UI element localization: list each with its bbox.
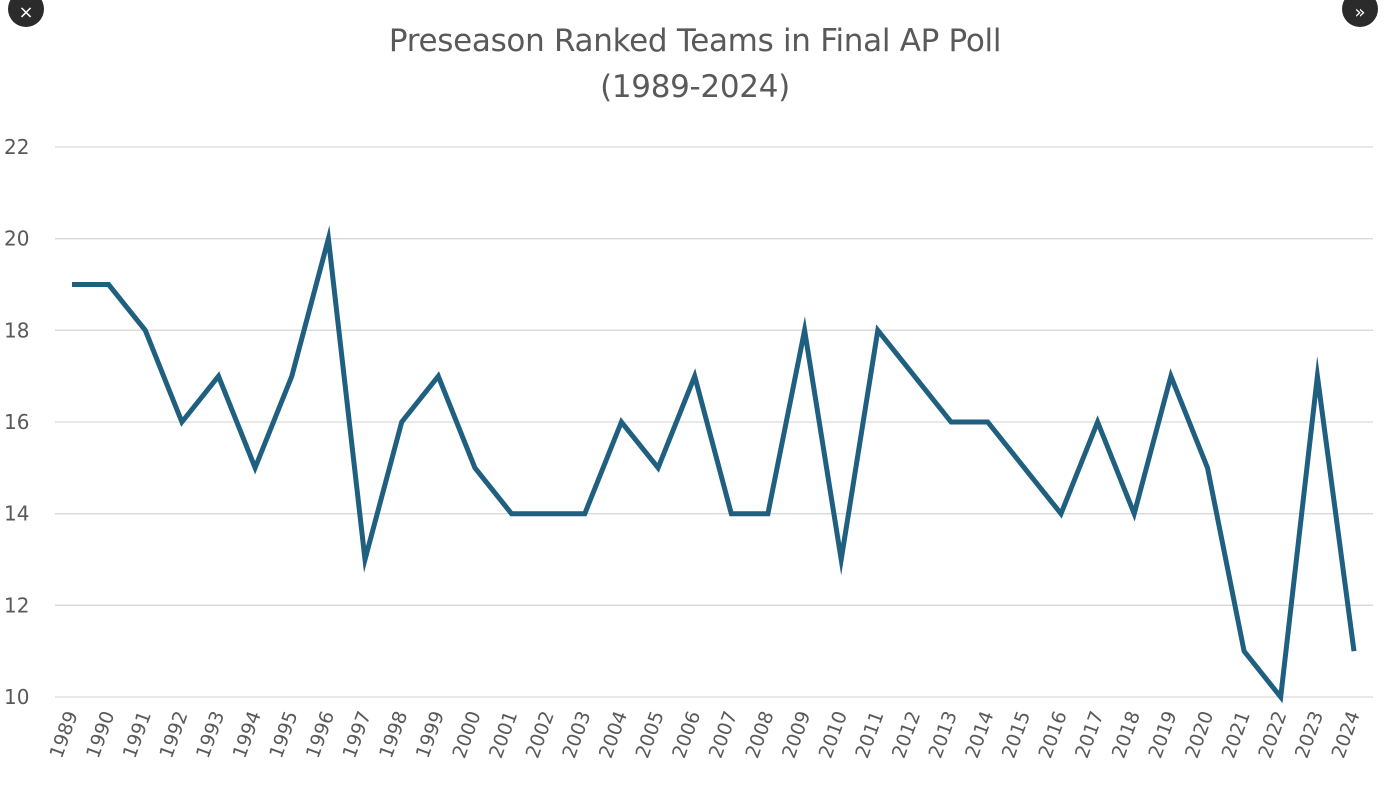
x-tick-label: 2003: [558, 708, 595, 761]
x-tick-label: 2009: [778, 708, 815, 761]
x-tick-label: 2004: [595, 708, 632, 761]
x-tick-label: 1992: [155, 708, 192, 761]
y-tick-label: 16: [4, 410, 29, 434]
x-tick-label: 1989: [45, 708, 82, 761]
x-tick-label: 2000: [448, 708, 485, 761]
y-tick-label: 12: [4, 593, 29, 617]
x-tick-label: 2012: [888, 708, 925, 761]
x-tick-label: 2010: [815, 708, 852, 761]
chart-title-block: Preseason Ranked Teams in Final AP Poll …: [0, 18, 1390, 110]
x-tick-label: 1995: [265, 708, 302, 761]
x-tick-label: 2007: [705, 708, 742, 761]
x-tick-label: 2016: [1034, 708, 1071, 761]
series-layer: [72, 225, 1357, 704]
x-tick-label: 1991: [119, 708, 156, 761]
x-tick-label: 2023: [1291, 708, 1328, 761]
x-tick-label: 2013: [925, 708, 962, 761]
x-tick-label: 1993: [192, 708, 229, 761]
y-tick-label: 14: [4, 502, 29, 526]
y-axis-tick-labels: 10 12 14 16 18 20 22: [4, 135, 29, 709]
close-button[interactable]: ×: [8, 0, 44, 27]
x-tick-label: 2001: [485, 708, 522, 761]
x-axis-tick-labels: 1989 1990 1991 1992 1993 1994 1995 1996 1997 1998…: [45, 708, 1364, 761]
x-tick-label: 2019: [1144, 708, 1181, 761]
x-tick-label: 1994: [229, 708, 266, 761]
y-tick-label: 20: [4, 227, 29, 251]
next-button[interactable]: »: [1342, 0, 1378, 27]
x-tick-label: 2017: [1071, 708, 1108, 761]
x-tick-label: 2005: [632, 708, 669, 761]
close-icon: ×: [18, 1, 34, 23]
x-tick-label: 1997: [339, 708, 376, 761]
x-tick-label: 2020: [1181, 708, 1218, 761]
x-tick-label: 2018: [1108, 708, 1145, 761]
series-line: [72, 225, 1357, 704]
x-tick-label: 2021: [1218, 708, 1255, 761]
x-tick-label: 2024: [1327, 708, 1364, 761]
chart-title: Preseason Ranked Teams in Final AP Poll: [388, 23, 1002, 59]
x-tick-label: 2008: [741, 708, 778, 761]
x-tick-label: 1998: [375, 708, 412, 761]
y-tick-label: 10: [4, 685, 29, 709]
x-tick-label: 2015: [998, 708, 1035, 761]
x-tick-label: 1990: [82, 708, 119, 761]
x-tick-label: 2022: [1254, 708, 1291, 761]
y-tick-label: 22: [4, 135, 29, 159]
x-tick-label: 1999: [412, 708, 449, 761]
double-chevron-right-icon: »: [1354, 1, 1366, 23]
chart-subtitle: (1989-2024): [600, 69, 790, 105]
x-tick-label: 1996: [302, 708, 339, 761]
gridlines: [55, 146, 1373, 698]
x-tick-label: 2014: [961, 708, 998, 761]
y-tick-label: 18: [4, 318, 29, 342]
x-tick-label: 2011: [851, 708, 888, 761]
x-tick-label: 2006: [668, 708, 705, 761]
x-tick-label: 2002: [522, 708, 559, 761]
